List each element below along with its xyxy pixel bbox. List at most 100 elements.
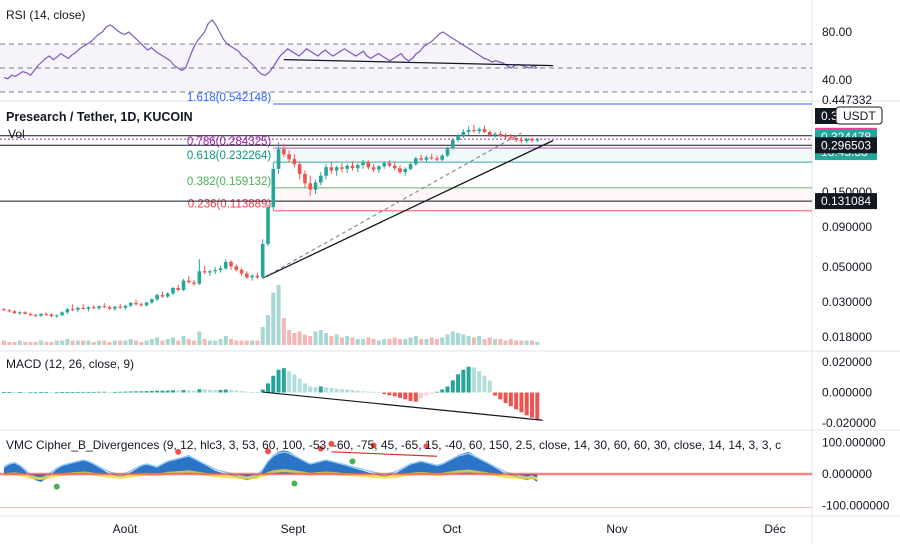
volume-bar (250, 340, 255, 345)
macd-pane-label: MACD (12, 26, close, 9) (6, 357, 135, 371)
candle-body (377, 166, 381, 170)
volume-bar (149, 339, 154, 345)
macd-bar (450, 380, 455, 393)
currency-badge-bg[interactable] (835, 106, 883, 125)
volume-bar (429, 337, 434, 345)
candle-body (150, 299, 154, 303)
candle-body (498, 133, 503, 136)
volume-bar (112, 340, 117, 345)
candle-body (55, 315, 59, 317)
volume-bar (176, 340, 181, 345)
volume-bar (434, 339, 439, 345)
rsi-tick-40: 40.00 (822, 73, 852, 87)
candle-body (345, 165, 349, 169)
volume-bar (287, 330, 292, 345)
macd-bar (339, 389, 344, 393)
vmc-buy-dot (291, 480, 298, 487)
volume-bar (207, 340, 212, 345)
vmc-buy-dot (349, 458, 356, 465)
volume-bar (2, 340, 6, 345)
candle-body (282, 149, 286, 155)
macd-bar (281, 368, 286, 393)
volume-bar (318, 330, 323, 345)
macd-divergence-line (262, 391, 543, 421)
fib-zone-lower (273, 187, 812, 211)
vmc-sell-dot (423, 443, 430, 450)
candle-body (355, 165, 360, 169)
vmc-wave-area (4, 450, 538, 482)
candle-body (276, 149, 281, 169)
volume-bar (508, 339, 513, 345)
macd-bar (361, 391, 366, 393)
volume-bar (144, 340, 149, 345)
volume-bar (297, 331, 302, 345)
macd-bar (482, 375, 487, 393)
macd-bar (118, 391, 123, 393)
candle-body (134, 302, 138, 305)
candle-body (334, 167, 339, 171)
macd-bar (207, 389, 212, 393)
candle-body (319, 175, 323, 183)
candle-body (440, 155, 445, 160)
volume-bar (471, 337, 476, 345)
volume-bar (86, 340, 91, 345)
candle-body (7, 310, 12, 312)
macd-bar (345, 389, 350, 393)
volume-bar (107, 342, 112, 345)
candle-body (382, 163, 386, 167)
macd-bar (213, 390, 218, 393)
candle-body (12, 311, 17, 314)
volume-bar (60, 340, 65, 345)
fib-label-0.786: 0.786(0.284325) (187, 136, 272, 148)
volume-bar (160, 340, 165, 345)
macd-bar (503, 392, 508, 404)
volume-bar (419, 339, 424, 345)
macd-bar (2, 392, 6, 393)
fib-label-1.618: 1.618(0.542148) (187, 92, 272, 104)
time-label-0: Août (113, 522, 138, 536)
candle-body (250, 275, 254, 278)
candle-body (218, 268, 223, 271)
volume-bar (450, 331, 455, 345)
volume-bar (7, 342, 12, 345)
fib-label-0.618: 0.618(0.232264) (187, 150, 272, 162)
vmc-wave-line (3, 451, 538, 480)
macd-bar (160, 390, 165, 393)
volume-bar (75, 340, 80, 345)
macd-bar (355, 390, 360, 393)
volume-bar (70, 340, 75, 345)
volume-bar (17, 340, 22, 345)
price-tag-3: 0.296503 (821, 138, 871, 152)
candle-body (324, 167, 328, 176)
candle-body (308, 183, 313, 190)
macd-bar (244, 391, 249, 393)
volume-bar (519, 340, 524, 345)
volume-bar (281, 318, 286, 345)
macd-bar (91, 391, 96, 393)
candle-body (530, 138, 534, 141)
volume-bar (498, 339, 503, 345)
macd-bar (477, 371, 482, 393)
macd-bar (313, 387, 318, 393)
macd-bar (318, 386, 323, 393)
candle-body (408, 164, 413, 169)
candle-body (429, 157, 434, 159)
candle-body (128, 302, 133, 306)
macd-bar (419, 392, 424, 399)
volume-bar (91, 342, 96, 345)
candle-body (329, 167, 334, 171)
volume-bar (530, 340, 534, 345)
volume-bar (12, 342, 17, 345)
volume-bar (387, 339, 392, 345)
macd-bar (302, 383, 307, 393)
volume-bar (223, 336, 228, 345)
candle-body (361, 162, 365, 166)
candle-body (139, 304, 144, 306)
price-tick-0: 0.090000 (822, 220, 872, 234)
volume-bar (503, 340, 508, 345)
volume-bar (134, 340, 138, 345)
candle-body (102, 306, 107, 308)
macd-bar (170, 390, 175, 393)
